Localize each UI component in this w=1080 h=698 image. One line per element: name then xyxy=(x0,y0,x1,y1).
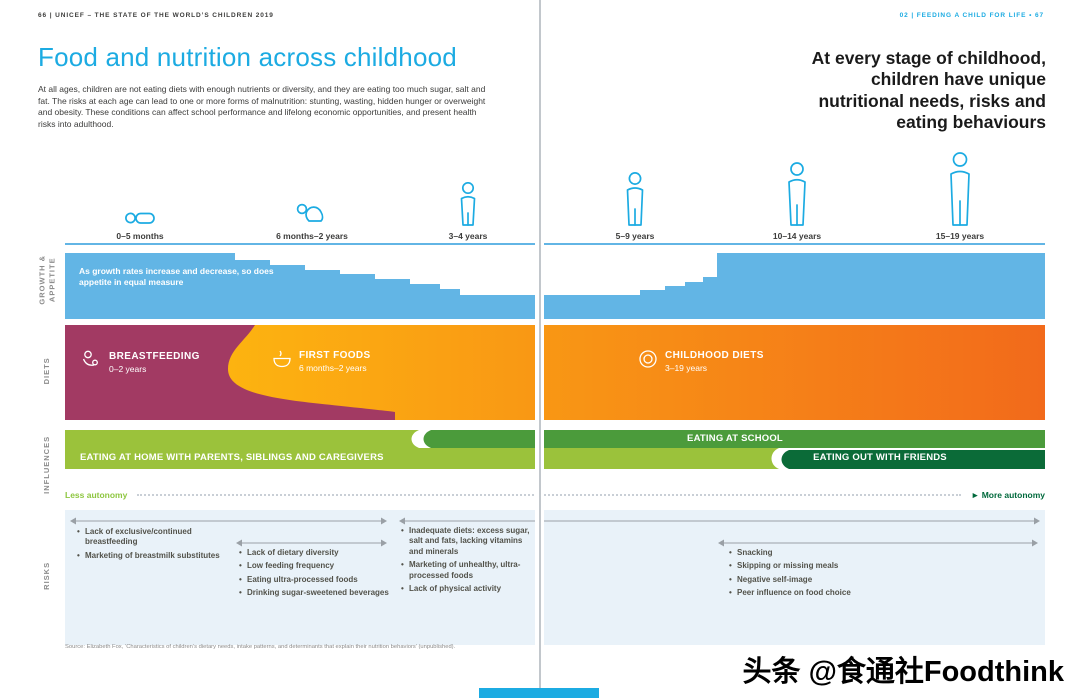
diet-range: 6 months–2 years xyxy=(299,363,367,373)
diets-band xyxy=(65,325,1045,425)
influence-school-label: EATING AT SCHOOL xyxy=(687,433,783,444)
risk-item: Skipping or missing meals xyxy=(729,561,897,572)
page-header-right: 02 | FEEDING A CHILD FOR LIFE • 67 xyxy=(899,12,1044,19)
diet-name: CHILDHOOD DIETS xyxy=(665,350,764,361)
age-label-6m-2y: 6 months–2 years xyxy=(276,231,348,241)
diet-name: FIRST FOODS xyxy=(299,350,371,361)
page-title: Food and nutrition across childhood xyxy=(38,42,457,72)
watermark-text: 头条 @食通社Foodthink xyxy=(742,656,1064,688)
risk-item: Snacking xyxy=(729,548,897,559)
risk-item: Eating ultra-processed foods xyxy=(239,575,391,586)
intro-paragraph: At all ages, children are not eating die… xyxy=(38,84,486,130)
source-citation: Source: Elizabeth Fox, ‘Characteristics … xyxy=(65,644,456,650)
growth-appetite-chart xyxy=(65,243,1045,326)
influences-band xyxy=(65,428,1045,475)
page-divider-line xyxy=(539,0,541,698)
adolescent-icon xyxy=(783,162,811,231)
risk-list-first-foods: Lack of dietary diversity Low feeding fr… xyxy=(239,548,391,602)
baby-icon xyxy=(124,207,156,230)
row-label-influences: INFLUENCES xyxy=(42,435,52,494)
diet-childhood-diets: CHILDHOOD DIETS 3–19 years xyxy=(638,349,764,374)
risk-list-adolescence: Snacking Skipping or missing meals Negat… xyxy=(729,548,897,602)
risk-item: Peer influence on food choice xyxy=(729,588,897,599)
age-label-10-14-years: 10–14 years xyxy=(772,231,822,241)
diet-range: 3–19 years xyxy=(665,363,708,373)
crawling-infant-icon xyxy=(296,201,328,230)
next-page-edge-bar xyxy=(479,688,599,698)
growth-appetite-note: As growth rates increase and decrease, s… xyxy=(79,266,274,288)
diet-first-foods: FIRST FOODS 6 months–2 years xyxy=(272,349,371,374)
page-header-left: 66 | UNICEF – THE STATE OF THE WORLD’S C… xyxy=(38,12,274,19)
age-label-5-9-years: 5–9 years xyxy=(615,231,655,241)
diet-breastfeeding: BREASTFEEDING 0–2 years xyxy=(80,349,200,376)
risk-list-infancy: Lack of exclusive/continued breastfeedin… xyxy=(77,527,235,564)
diet-range: 0–2 years xyxy=(109,364,147,374)
diet-name: BREASTFEEDING xyxy=(109,351,200,362)
breastfeeding-icon xyxy=(80,349,102,376)
risk-item: Marketing of breastmilk substitutes xyxy=(77,551,235,562)
row-label-risks: RISKS xyxy=(42,561,52,590)
age-label-3-4-years: 3–4 years xyxy=(448,231,488,241)
more-autonomy-label: ► More autonomy xyxy=(970,490,1045,500)
risk-item: Lack of exclusive/continued breastfeedin… xyxy=(77,527,235,548)
plate-icon xyxy=(638,349,658,374)
risk-item: Drinking sugar-sweetened beverages xyxy=(239,588,391,599)
age-label-0-5-months: 0–5 months xyxy=(116,231,164,241)
risk-item: Negative self-image xyxy=(729,575,897,586)
risk-item: Lack of physical activity xyxy=(401,584,533,595)
risk-item: Low feeding frequency xyxy=(239,561,391,572)
row-label-growth-appetite: GROWTH & APPETITE xyxy=(37,254,56,305)
influence-friends-label: EATING OUT WITH FRIENDS xyxy=(813,452,947,463)
risk-range-arrows xyxy=(65,510,1045,650)
autonomy-axis: Less autonomy ► More autonomy xyxy=(65,490,1045,500)
age-label-15-19-years: 15–19 years xyxy=(935,231,985,241)
autonomy-dotted-line xyxy=(137,494,961,496)
child-icon xyxy=(622,172,648,231)
risk-list-childhood: Inadequate diets: excess sugar, salt and… xyxy=(401,526,533,597)
callout-statement: At every stage of childhood, children ha… xyxy=(811,48,1046,133)
row-label-diets: DIETS xyxy=(42,357,52,385)
bowl-icon xyxy=(272,349,292,374)
risk-item: Marketing of unhealthy, ultra-processed … xyxy=(401,560,533,581)
risk-item: Lack of dietary diversity xyxy=(239,548,391,559)
teen-icon xyxy=(945,152,975,231)
less-autonomy-label: Less autonomy xyxy=(65,490,128,500)
risk-item: Inadequate diets: excess sugar, salt and… xyxy=(401,526,533,557)
toddler-icon xyxy=(456,181,480,231)
influence-home-label: EATING AT HOME WITH PARENTS, SIBLINGS AN… xyxy=(80,452,384,463)
